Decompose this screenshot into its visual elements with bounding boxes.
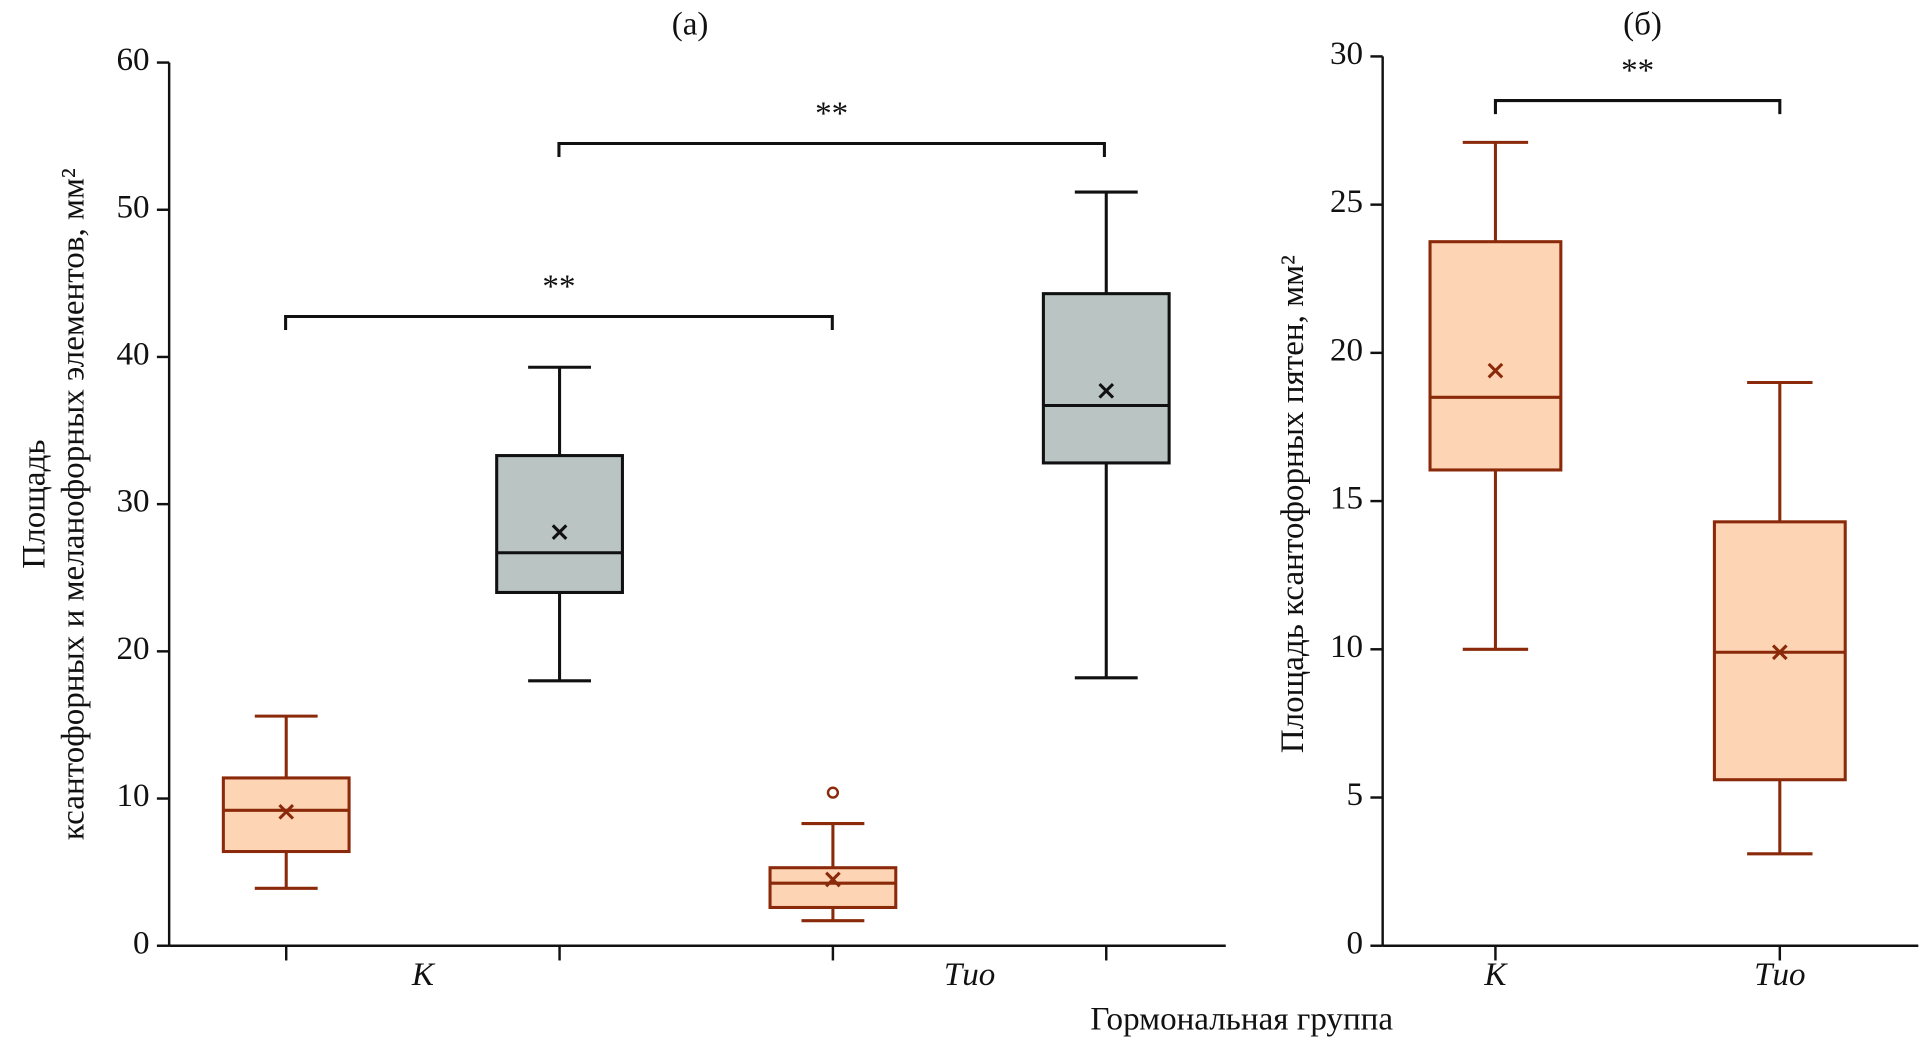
mean-marker <box>1098 382 1115 399</box>
y-tick-label: 5 <box>1347 777 1364 813</box>
y-tick-label: 40 <box>116 337 149 373</box>
mean-marker <box>825 871 841 888</box>
y-tick-label: 30 <box>116 484 149 520</box>
box <box>1041 292 1171 465</box>
y-tick-label: 20 <box>1330 332 1363 368</box>
y-axis-label: Площадь <box>16 440 52 569</box>
y-tick-label: 50 <box>116 189 149 225</box>
x-axis-label: Гормональная группа <box>1090 1001 1393 1037</box>
y-tick-label: 15 <box>1330 481 1363 517</box>
y-tick-label: 60 <box>116 42 149 78</box>
box-series <box>1428 140 1847 961</box>
y-tick-label: 0 <box>133 925 150 961</box>
y-tick-label: 30 <box>1330 36 1363 72</box>
y-tick-label: 20 <box>116 631 149 667</box>
mean-marker <box>1771 644 1788 661</box>
mean-marker <box>551 524 568 540</box>
y-tick-label: 10 <box>116 778 149 814</box>
y-axis-label: Площадь ксантофорных пятен, мм² <box>1275 255 1311 753</box>
y-tick-label: 25 <box>1330 184 1363 220</box>
significance-bracket <box>284 314 834 330</box>
significance-label: ** <box>1621 53 1654 89</box>
box <box>1428 240 1563 472</box>
outlier <box>826 786 840 799</box>
mean-marker <box>278 803 295 820</box>
box-series <box>221 714 898 961</box>
significance-bracket <box>1493 99 1782 115</box>
box <box>768 866 898 909</box>
y-tick-label: 10 <box>1330 629 1363 665</box>
panel-title: (а) <box>672 7 709 43</box>
significance-label: ** <box>542 269 575 305</box>
x-tick-label: Tио <box>1754 957 1805 993</box>
significance-bracket <box>557 141 1106 158</box>
x-tick-label: Tио <box>944 957 995 993</box>
box-series <box>495 190 1171 961</box>
x-tick-label: K <box>1483 957 1508 993</box>
mean-marker <box>1487 362 1504 379</box>
box <box>221 776 351 854</box>
significance-label: ** <box>815 96 848 132</box>
y-axis-label: ксантофорных и меланофорных элементов, м… <box>56 168 92 840</box>
panel-title: (б) <box>1623 7 1662 43</box>
x-tick-label: K <box>411 957 436 993</box>
box <box>495 454 624 594</box>
y-tick-label: 0 <box>1347 925 1364 961</box>
